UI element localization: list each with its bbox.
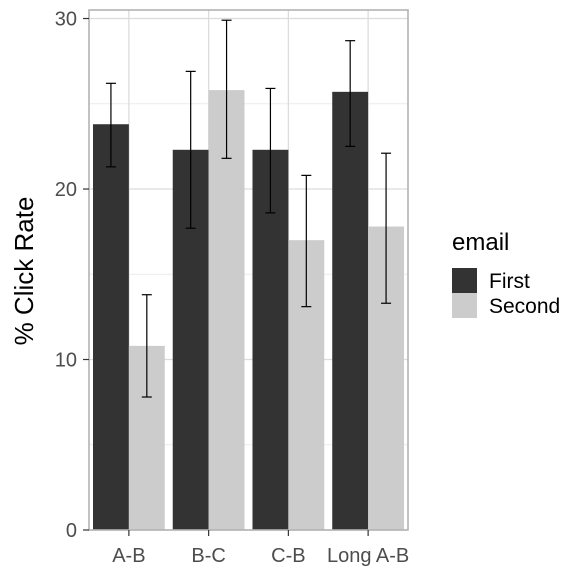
error-bar: [265, 87, 276, 214]
x-tick-label: B-C: [191, 545, 225, 567]
y-tick-label: 10: [55, 350, 77, 372]
error-bar: [221, 19, 232, 159]
legend-label: First: [489, 270, 530, 293]
legend-key-first: [452, 268, 477, 293]
x-tick-label: Long A-B: [327, 545, 409, 567]
y-tick-label: 20: [55, 179, 77, 201]
y-axis-title: % Click Rate: [9, 197, 39, 346]
panel-border: [88, 9, 409, 531]
legend-label: Second: [489, 295, 560, 318]
x-tick-label: C-B: [271, 545, 305, 567]
axes: 0 10 20 30 A-B B-C C-B Long A-B: [55, 9, 410, 567]
error-bar: [381, 152, 392, 304]
y-tick-label: 30: [55, 9, 77, 31]
x-tick-label: A-B: [112, 545, 145, 567]
y-tick-label: 0: [66, 520, 77, 542]
error-bar: [141, 294, 152, 398]
error-bar: [105, 82, 116, 168]
legend-title: email: [452, 229, 509, 256]
legend-key-second: [452, 293, 477, 318]
error-bars: [105, 19, 392, 398]
bar-first-3: [332, 91, 369, 531]
bars: [92, 90, 405, 531]
error-bar: [185, 70, 196, 229]
bar-second-1: [208, 90, 245, 530]
error-bar: [345, 40, 356, 147]
bar-first-0: [92, 124, 129, 531]
error-bar: [301, 174, 312, 308]
